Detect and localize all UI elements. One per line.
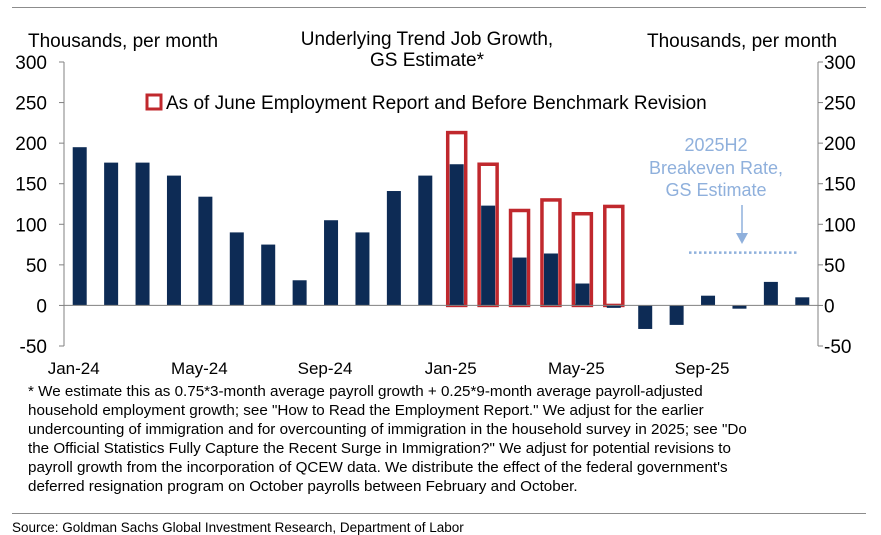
footnote: * We estimate this as 0.75*3-month avera… [28,382,868,496]
x-tick-label: Jan-24 [48,359,100,378]
trend-bar [418,175,433,306]
trend-bar [355,232,370,306]
trend-bar [198,196,213,306]
left-axis-unit-label: Thousands, per month [28,31,219,52]
trend-bar [229,232,244,306]
left-tick-label: -50 [20,337,47,358]
trend-bar [575,283,590,306]
footnote-line: deferred resignation program on October … [28,478,578,495]
trend-bar [324,220,339,306]
left-tick-label: 250 [15,94,47,115]
footnote-line: household employment growth; see "How to… [28,402,704,419]
breakeven-annotation: 2025H2 Breakeven Rate, GS Estimate [649,135,783,200]
source-note: Source: Goldman Sachs Global Investment … [12,520,464,535]
footnote-line: the Official Statistics Fully Capture th… [28,440,731,457]
trend-bar [638,305,653,329]
right-tick-label: 150 [824,175,856,196]
trend-bar [104,162,119,306]
revision-bar [603,204,625,308]
right-tick-label: 250 [824,94,856,115]
left-tick-label: 150 [15,175,47,196]
breakeven-label-line-1: 2025H2 [684,135,747,155]
left-tick-label: 100 [15,215,47,236]
trend-bar [763,281,778,306]
x-tick-label: May-24 [171,359,228,378]
trend-bar [166,175,181,306]
left-tick-label: 0 [36,296,47,317]
left-tick-label: 200 [15,134,47,155]
top-rule [12,7,866,8]
trend-bar [261,244,276,306]
trend-bar [481,205,496,306]
trend-bar [543,253,558,306]
breakeven-label-line-3: GS Estimate [665,180,766,200]
footnote-line: * We estimate this as 0.75*3-month avera… [28,383,703,400]
trend-bar [135,162,150,306]
x-tick-label: Jan-25 [425,359,477,378]
trend-bar [449,164,464,306]
x-tick-label: May-25 [548,359,605,378]
trend-bar [732,305,747,309]
right-tick-label: 50 [824,256,845,277]
right-tick-label: -50 [824,337,851,358]
right-tick-label: 300 [824,53,856,74]
trend-bar [701,295,716,306]
trend-bar [512,257,527,306]
left-tick-label: 50 [26,256,47,277]
x-tick-label: Sep-25 [675,359,730,378]
breakeven-label-line-2: Breakeven Rate, [649,158,783,178]
trend-bar [292,280,307,306]
bottom-rule [12,513,866,514]
trend-bar [669,305,684,325]
left-tick-label: 300 [15,53,47,74]
trend-bar [72,147,87,306]
chart-title-line-1: Underlying Trend Job Growth, [300,29,554,50]
footnote-line: payroll growth from the incorporation of… [28,459,728,476]
x-tick-label: Sep-24 [298,359,353,378]
right-tick-label: 200 [824,134,856,155]
trend-bar [606,305,621,308]
footnote-line: undercounting of immigration and for ove… [28,421,747,438]
chart-title-line-2: GS Estimate* [369,50,485,71]
legend-swatch [145,93,163,111]
right-tick-label: 100 [824,215,856,236]
legend-label: As of June Employment Report and Before … [166,93,707,114]
bar-chart: -50 -50 0 0 50 50 100 100 150 150 200 200 250 250 300 3… [15,53,856,378]
right-tick-label: 0 [824,296,835,317]
breakeven-arrow-icon [736,233,748,244]
trend-bar [795,297,810,306]
trend-bar [386,191,401,306]
right-axis-unit-label: Thousands, per month [647,31,838,52]
